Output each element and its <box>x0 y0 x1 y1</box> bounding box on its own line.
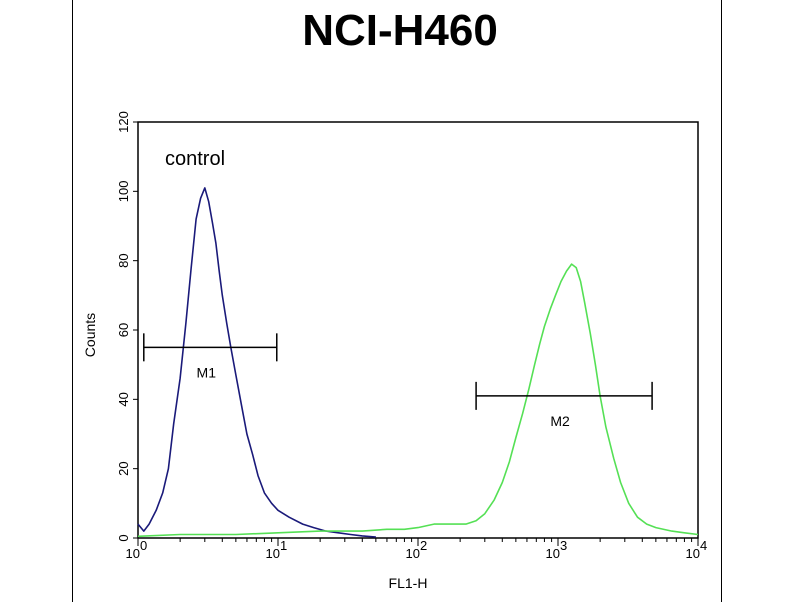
x-tick-label: 10 <box>266 546 280 561</box>
x-tick-label: 10 <box>546 546 560 561</box>
sample-histogram-line <box>137 263 699 538</box>
x-tick-label: 10 <box>686 546 700 561</box>
x-tick-exponent: 0 <box>140 538 147 553</box>
y-tick-label: 40 <box>116 392 131 406</box>
marker-layer: M1 M2 <box>143 333 653 429</box>
x-tick-exponent: 4 <box>700 538 707 553</box>
y-tick-label: 60 <box>116 323 131 337</box>
chart-title: NCI-H460 <box>302 6 498 55</box>
control-histogram-line <box>137 187 376 538</box>
plot-area <box>137 121 699 539</box>
y-tick-label: 0 <box>116 534 131 541</box>
m2-marker-label: M2 <box>550 413 570 429</box>
x-tick-exponent: 1 <box>280 538 287 553</box>
y-tick-label: 20 <box>116 461 131 475</box>
y-axis-label: Counts <box>82 313 98 357</box>
y-tick-label: 80 <box>116 253 131 267</box>
x-tick-exponent: 3 <box>560 538 567 553</box>
m1-marker-label: M1 <box>197 364 217 380</box>
x-tick-label: 10 <box>406 546 420 561</box>
series-layer <box>137 187 699 538</box>
figure-frame <box>72 0 722 602</box>
y-tick-label: 120 <box>116 111 131 133</box>
x-tick-exponent: 2 <box>420 538 427 553</box>
y-axis: 0 20 40 60 80 100 120 <box>116 111 138 542</box>
control-annotation: control <box>165 148 225 170</box>
x-axis-label: FL1-H <box>389 575 428 591</box>
y-tick-label: 100 <box>116 180 131 202</box>
x-tick-label: 10 <box>126 546 140 561</box>
